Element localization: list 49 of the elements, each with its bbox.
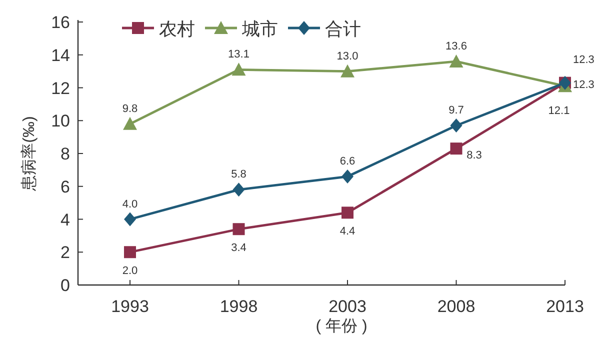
legend-label: 城市 <box>241 19 278 39</box>
data-label: 13.0 <box>336 50 358 62</box>
y-tick-label: 10 <box>51 112 70 131</box>
point <box>232 62 246 76</box>
data-label: 2.0 <box>122 265 138 278</box>
data-label: 9.8 <box>122 102 138 115</box>
data-label: 13.6 <box>446 40 467 52</box>
point <box>232 182 245 197</box>
legend: 农村 <box>122 19 195 39</box>
x-axis-title: ( 年份 ) <box>316 318 368 335</box>
x-tick-label: 2013 <box>546 297 584 316</box>
y-tick-label: 16 <box>51 13 70 32</box>
point <box>449 54 464 68</box>
y-tick-label: 8 <box>60 144 70 164</box>
y-tick-label: 12 <box>51 78 70 98</box>
point <box>340 64 354 78</box>
point <box>450 142 462 155</box>
legend-label: 农村 <box>159 19 195 39</box>
data-label: 8.3 <box>466 150 482 162</box>
point <box>342 170 354 184</box>
y-axis-title: 患病率(‰) <box>20 116 38 192</box>
legend: 合计 <box>288 19 361 39</box>
y-tick-label: 0 <box>60 276 70 295</box>
data-label: 12.3 <box>573 54 594 66</box>
point <box>232 223 245 236</box>
x-tick-label: 2003 <box>328 297 366 316</box>
data-label: 5.8 <box>231 168 246 181</box>
y-tick-label: 2 <box>60 243 70 262</box>
data-label: 12.1 <box>548 105 570 118</box>
data-label: 9.7 <box>448 104 464 117</box>
data-label: 3.4 <box>231 242 246 254</box>
y-tick-label: 14 <box>51 46 70 65</box>
data-label: 4.4 <box>340 226 356 238</box>
point <box>450 118 462 133</box>
x-tick-label: 2008 <box>437 297 476 316</box>
legend-label: 合计 <box>325 19 361 39</box>
x-tick-label: 1998 <box>220 297 258 316</box>
data-label: 4.0 <box>122 198 138 210</box>
point <box>124 212 136 226</box>
point <box>124 246 136 258</box>
data-label: 12.3 <box>573 78 594 91</box>
point <box>123 116 137 130</box>
data-label: 13.1 <box>228 48 250 61</box>
point <box>342 206 354 219</box>
legend: 城市 <box>205 19 278 39</box>
y-tick-label: 6 <box>60 177 70 196</box>
x-tick-label: 1993 <box>111 297 149 316</box>
y-tick-label: 4 <box>60 210 70 230</box>
data-label: 6.6 <box>340 156 356 168</box>
